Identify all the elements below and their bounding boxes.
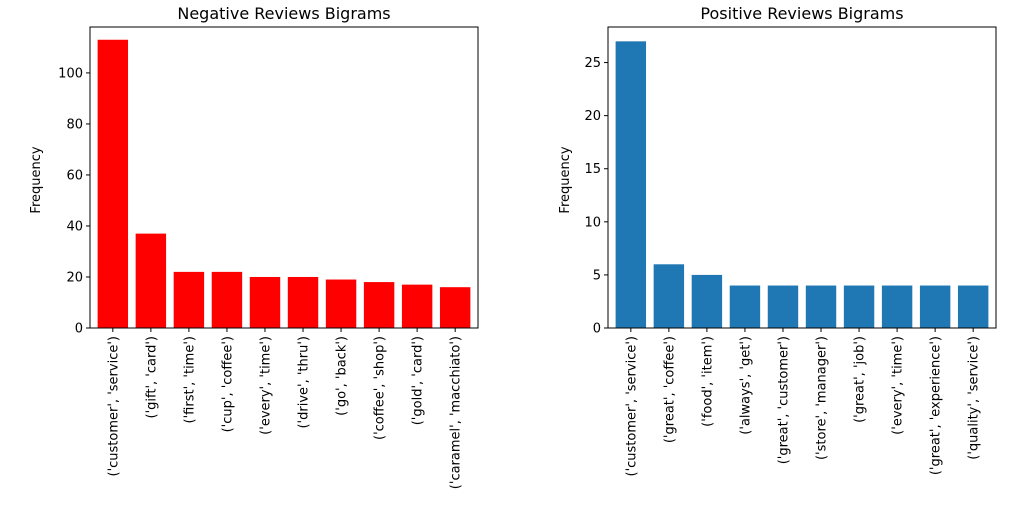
x-tick-label: ('great', 'customer') [776,336,791,464]
x-tick-label: ('great', 'job') [853,336,868,423]
x-tick-label: ('customer', 'service') [106,336,121,477]
x-tick-label: ('gold', 'card') [411,336,426,425]
x-tick-label: ('caramel', 'macchiato') [449,336,464,489]
y-tick-label: 80 [66,117,83,132]
chart-title: Positive Reviews Bigrams [700,4,903,23]
bar [767,285,799,328]
x-tick-label: ('quality', 'service') [967,336,982,460]
bar [729,285,761,328]
y-tick-label: 60 [66,168,83,183]
y-axis-label: Frequency [558,146,573,213]
y-tick-label: 100 [58,66,83,81]
plot-frame [89,26,479,329]
y-tick-label: 15 [584,162,601,177]
bar [653,264,685,328]
bar [173,271,205,328]
bar [881,285,913,328]
y-tick-label: 0 [593,322,601,337]
x-tick-label: ('cup', 'coffee') [220,336,235,432]
y-tick-label: 25 [584,56,601,71]
bar [325,279,357,328]
plot-frame [607,26,997,329]
chart-title: Negative Reviews Bigrams [177,4,390,23]
x-tick-label: ('first', 'time') [182,336,197,423]
x-tick-label: ('food', 'item') [700,336,715,427]
y-tick-label: 20 [66,270,83,285]
x-tick-label: ('great', 'coffee') [662,336,677,443]
bar [843,285,875,328]
bar [401,284,433,328]
bar [211,271,243,328]
x-tick-label: ('coffee', 'shop') [373,336,388,440]
y-tick-label: 40 [66,219,83,234]
x-tick-label: ('drive', 'thru') [297,336,312,429]
bar [287,276,319,328]
x-tick-label: ('great', 'experience') [929,336,944,475]
y-tick-label: 5 [593,268,601,283]
bar [97,39,129,328]
x-tick-label: ('store', 'manager') [815,336,830,460]
x-tick-label: ('customer', 'service') [624,336,639,477]
bar [363,282,395,328]
bar [957,285,989,328]
x-tick-label: ('go', 'back') [335,336,350,416]
y-tick-label: 10 [584,215,601,230]
bar [805,285,837,328]
x-tick-label: ('every', 'time') [258,336,273,435]
x-tick-label: ('always', 'get') [738,336,753,435]
y-tick-label: 0 [75,322,83,337]
bar [249,276,281,328]
bar [439,287,471,328]
x-tick-label: ('every', 'time') [891,336,906,435]
x-tick-label: ('gift', 'card') [144,336,159,419]
bar [691,274,723,328]
y-tick-label: 20 [584,109,601,124]
positive-bigrams-chart: Positive Reviews Bigrams Frequency 0 5 10 1… [558,4,997,477]
y-axis-label: Frequency [29,146,44,213]
bar [919,285,951,328]
bar [615,41,647,328]
bar [135,233,167,328]
negative-bigrams-chart: Negative Reviews Bigrams Frequency 0 20 40… [29,4,479,489]
